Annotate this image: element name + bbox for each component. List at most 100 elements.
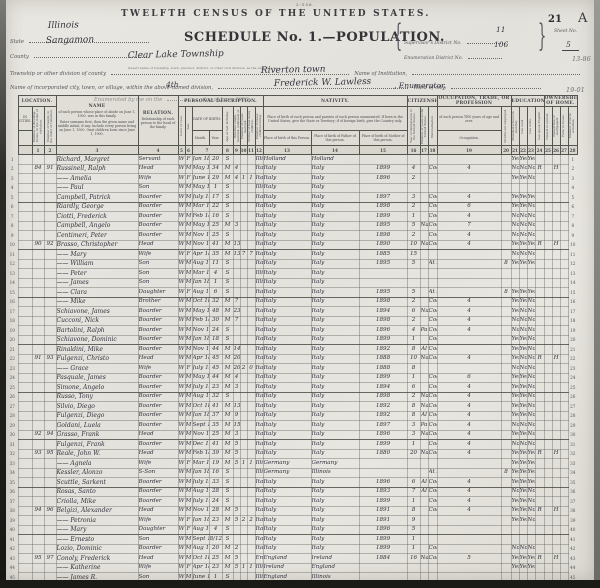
- col-group-nativity: NATIVITY.: [262, 95, 408, 107]
- line-number: 29: [9, 422, 15, 428]
- cell-can-write: [518, 534, 528, 545]
- can-write-label: Can write.: [528, 118, 533, 134]
- cell-farm-or-house: [551, 258, 561, 269]
- cell-farm-or-house: [551, 344, 561, 355]
- line-number-header-left: [7, 96, 18, 155]
- cell-street: [17, 486, 33, 497]
- cell-dwelling-number: [31, 296, 45, 307]
- cell-school-months: [500, 173, 512, 184]
- cell-owned-rented: [534, 439, 545, 450]
- cell-can-read: Yes: [510, 467, 520, 478]
- cell-street: [17, 315, 33, 326]
- cell-owned-rented: [534, 220, 545, 231]
- cell-can-write: Yes: [518, 154, 528, 165]
- cell-free-mortgaged: [543, 505, 553, 516]
- name-title: NAME: [88, 104, 106, 109]
- line-number: 11: [9, 251, 15, 257]
- cell-mother-of: [239, 534, 248, 545]
- cell-mother-birthplace: Italy: [310, 325, 360, 336]
- cell-can-read: Yes: [510, 515, 520, 526]
- cell-color: W: [177, 192, 186, 203]
- cell-sex: M: [184, 325, 193, 336]
- cell-immigration-year: 1896: [358, 524, 408, 535]
- cell-street: [17, 239, 33, 250]
- cell-mother-birthplace: Italy: [310, 334, 360, 345]
- cell-can-write: No: [518, 315, 528, 326]
- cell-farm-or-house: H: [551, 505, 561, 516]
- column-number: 27: [559, 145, 569, 155]
- cell-relation: Boarder: [137, 344, 179, 355]
- cell-dwelling-number: [31, 524, 45, 535]
- cell-age: 17: [208, 192, 223, 203]
- cell-relation: Boarder: [137, 306, 179, 317]
- cell-owned-rented: [534, 562, 545, 573]
- cell-mother-of: [239, 429, 248, 440]
- cell-birthplace: Italy: [254, 306, 264, 317]
- cell-marital: M: [221, 448, 234, 459]
- cell-street: [17, 496, 33, 507]
- cell-family-number: [43, 296, 57, 307]
- cell-can-write: [518, 524, 528, 535]
- cell-mother-of: [239, 277, 248, 288]
- cell-father-birthplace: Italy: [262, 543, 312, 554]
- family-number-label: Number of family, in the order of visita…: [45, 108, 53, 144]
- cell-farm-schedule: [559, 192, 569, 203]
- cell-years-in-us: 2: [406, 315, 421, 326]
- cell-school-months: [500, 439, 512, 450]
- line-number: 2: [10, 166, 14, 172]
- cell-farm-schedule: [559, 401, 569, 412]
- cell-owned-rented: [534, 334, 545, 345]
- cell-age: 41: [208, 401, 223, 412]
- col-header-years-married: Number of years married.: [239, 106, 248, 146]
- col-header-can-read: Can read.: [518, 106, 528, 146]
- cell-dob: Oct 1874: [191, 553, 210, 564]
- cell-naturalization: [419, 211, 429, 222]
- cell-naturalization: [419, 315, 429, 326]
- cell-color: W: [177, 296, 186, 307]
- cell-can-speak-english: Yes: [526, 154, 536, 165]
- cell-can-read: No: [510, 325, 520, 336]
- cell-sex: F: [184, 173, 193, 184]
- cell-street: [17, 249, 33, 260]
- cell-children-living: [246, 277, 256, 288]
- cell-sex: M: [184, 306, 193, 317]
- cell-farm-or-house: [551, 268, 561, 279]
- line-number: 12: [570, 261, 576, 267]
- cell-occupation: Coal Miner: [427, 553, 438, 564]
- cell-family-number: [43, 410, 57, 421]
- cell-immigration-year: 1899: [358, 543, 408, 554]
- cell-sex: M: [184, 230, 193, 241]
- cell-farm-or-house: [551, 287, 561, 298]
- cell-mother-of: [239, 543, 248, 554]
- cell-years-in-us: 3: [406, 429, 421, 440]
- cell-birthplace: Italy: [254, 334, 264, 345]
- cell-free-mortgaged: [543, 334, 553, 345]
- cell-father-birthplace: Italy: [262, 163, 312, 174]
- cell-can-write: Yes: [518, 401, 528, 412]
- scan-edge-right: [594, 0, 600, 588]
- cell-marital: M: [221, 515, 234, 526]
- cell-dwelling-number: [31, 173, 45, 184]
- cell-months-not-employed: [436, 515, 502, 526]
- cell-can-write: No: [518, 211, 528, 222]
- cell-dob: Aug 1895: [191, 524, 210, 535]
- cell-color: W: [177, 534, 186, 545]
- cell-birthplace: Illinois: [254, 458, 264, 469]
- cell-children-living: [246, 410, 256, 421]
- cell-school-months: [500, 154, 512, 165]
- township-note: (Insert name of township, town, precinct…: [128, 66, 280, 70]
- city-line: Name of incorporated city, town, or vill…: [10, 74, 541, 93]
- cell-months-not-employed: [436, 287, 502, 298]
- cell-farm-schedule: [559, 448, 569, 459]
- cell-dwelling-number: [31, 515, 45, 526]
- cell-marital: M: [221, 420, 234, 431]
- cell-family-number: 91: [43, 163, 57, 174]
- cell-mother-birthplace: Italy: [310, 524, 360, 535]
- state-rule: [28, 36, 149, 43]
- col-header-family-number: Number of family, in the order of visita…: [43, 106, 57, 146]
- cell-birthplace: Italy: [254, 201, 264, 212]
- cell-dwelling-number: [31, 372, 45, 383]
- cell-marital: S: [221, 182, 234, 193]
- cell-mother-birthplace: Italy: [310, 201, 360, 212]
- cell-can-read: No: [510, 315, 520, 326]
